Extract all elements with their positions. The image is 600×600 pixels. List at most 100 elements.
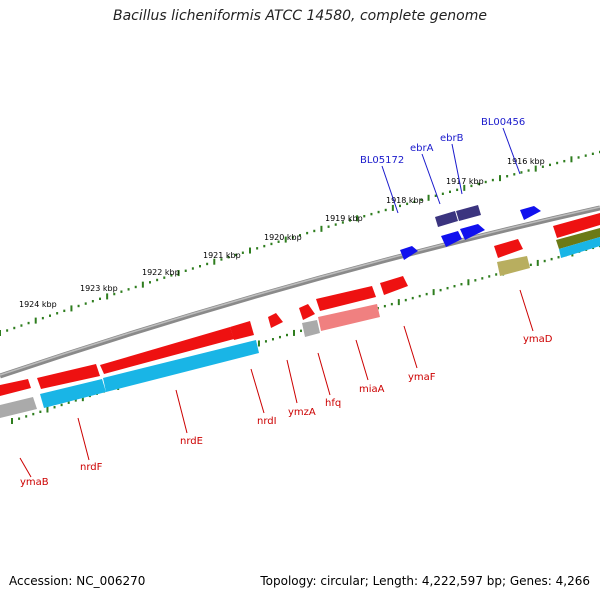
inner-tick-mark xyxy=(570,156,573,163)
inner-tick-mark xyxy=(199,265,201,268)
inner-tick-mark xyxy=(506,175,509,178)
leader-line-hfq xyxy=(317,352,331,396)
inner-tick-mark xyxy=(584,154,587,157)
leader-line-bl00456 xyxy=(502,127,521,175)
gene-red-small-1[interactable] xyxy=(268,313,283,328)
inner-tick-mark xyxy=(384,208,387,212)
inner-tick-mark xyxy=(591,152,594,156)
kbp-label-1923: 1923 kbp xyxy=(80,284,118,293)
gene-ebra-arrow[interactable] xyxy=(435,211,458,227)
inner-tick-mark xyxy=(513,173,516,176)
outer-tick-mark xyxy=(74,399,77,402)
inner-tick-mark xyxy=(220,258,223,261)
inner-tick-mark xyxy=(84,302,87,305)
outer-tick-mark xyxy=(557,256,560,259)
inner-tick-mark xyxy=(170,274,173,277)
leader-line-nrdi xyxy=(250,368,265,414)
gene-cds-nrdf[interactable] xyxy=(40,379,106,408)
kbp-label-1924: 1924 kbp xyxy=(19,300,57,309)
gene-red-strand-2[interactable] xyxy=(37,364,100,389)
inner-tick-mark xyxy=(541,165,544,168)
gene-gray-hfq[interactable] xyxy=(302,320,320,337)
inner-tick-mark xyxy=(234,253,237,257)
inner-tick-mark xyxy=(277,240,280,243)
inner-tick-mark xyxy=(399,204,401,208)
inner-tick-mark xyxy=(120,290,123,293)
inner-tick-mark xyxy=(213,258,216,265)
inner-tick-mark xyxy=(106,293,109,300)
gene-blue-2-arrow[interactable] xyxy=(441,231,462,247)
inner-tick-mark xyxy=(77,304,80,308)
gene-red-strand-6[interactable] xyxy=(380,276,408,295)
gene-label-nrdi: nrdI xyxy=(257,416,277,427)
gene-red-strand-7[interactable] xyxy=(494,239,523,258)
inner-tick-mark xyxy=(191,267,194,270)
gene-red-strand-5[interactable] xyxy=(316,286,376,311)
outer-tick-mark xyxy=(292,329,295,336)
accession-text: Accession: NC_006270 xyxy=(9,574,146,588)
inner-tick-mark xyxy=(206,262,209,266)
inner-tick-mark xyxy=(56,312,59,315)
leader-line-ymad xyxy=(519,289,534,332)
outer-tick-mark xyxy=(418,294,421,298)
inner-tick-mark xyxy=(256,247,259,250)
gene-red-strand-4[interactable] xyxy=(230,321,254,340)
inner-tick-mark xyxy=(177,270,180,277)
leader-line-ymaf xyxy=(403,325,418,369)
inner-tick-mark xyxy=(184,269,187,272)
outer-tick-mark xyxy=(529,263,532,267)
inner-tick-mark xyxy=(270,242,273,246)
inner-tick-mark xyxy=(463,184,466,191)
gene-gray-left[interactable] xyxy=(0,397,37,418)
inner-tick-mark xyxy=(441,192,444,195)
outer-tick-mark xyxy=(46,406,49,413)
genome-backbone xyxy=(0,205,600,379)
outer-tick-mark xyxy=(536,259,539,266)
inner-tick-mark xyxy=(456,188,459,192)
gene-red-small-2[interactable] xyxy=(299,304,315,320)
inner-tick-mark xyxy=(370,212,373,216)
inner-tick-mark xyxy=(556,161,559,165)
outer-tick-mark xyxy=(411,296,414,300)
inner-tick-mark xyxy=(227,256,230,259)
outer-tick-mark xyxy=(460,283,463,286)
inner-tick-mark xyxy=(413,200,416,204)
gene-olive-right[interactable] xyxy=(556,228,600,249)
inner-tick-mark xyxy=(63,309,66,313)
leader-line-ymab xyxy=(19,457,32,478)
outer-tick-mark xyxy=(32,412,35,416)
inner-tick-mark xyxy=(499,175,501,182)
outer-tick-mark xyxy=(271,338,274,341)
gene-blue-3-arrow[interactable] xyxy=(460,224,485,240)
gene-blue-1-arrow[interactable] xyxy=(400,246,418,260)
gene-pink-miaa[interactable] xyxy=(318,304,380,331)
inner-tick-mark xyxy=(163,276,166,279)
inner-tick-mark xyxy=(91,299,94,303)
gene-red-strand-3[interactable] xyxy=(100,327,234,374)
inner-tick-mark xyxy=(349,219,351,222)
outer-tick-mark xyxy=(453,284,456,288)
gene-khaki-ymad[interactable] xyxy=(497,256,530,276)
gene-cds-nrde[interactable] xyxy=(103,340,259,392)
inner-tick-mark xyxy=(420,198,423,202)
inner-tick-mark xyxy=(549,163,551,167)
gene-label-ymaf: ymaF xyxy=(408,372,436,383)
inner-tick-mark xyxy=(449,190,451,194)
kbp-label-1918: 1918 kbp xyxy=(386,196,424,205)
gene-blue-4-arrow[interactable] xyxy=(520,206,541,220)
gene-ymab-arrow[interactable] xyxy=(0,379,31,396)
gene-red-strand-8[interactable] xyxy=(553,213,600,238)
outer-tick-mark xyxy=(550,257,553,261)
outer-tick-mark xyxy=(467,279,470,286)
inner-tick-mark xyxy=(6,329,9,332)
inner-tick-mark xyxy=(141,281,144,288)
kbp-label-1921: 1921 kbp xyxy=(203,251,241,260)
leader-line-nrdf xyxy=(77,417,90,461)
outer-tick-mark xyxy=(425,292,428,296)
gene-cyan-right[interactable] xyxy=(559,237,600,258)
inner-tick-mark xyxy=(391,204,394,211)
inner-tick-mark xyxy=(577,156,580,159)
gene-ebrb-arrow[interactable] xyxy=(456,205,481,221)
inner-tick-mark xyxy=(284,236,287,243)
